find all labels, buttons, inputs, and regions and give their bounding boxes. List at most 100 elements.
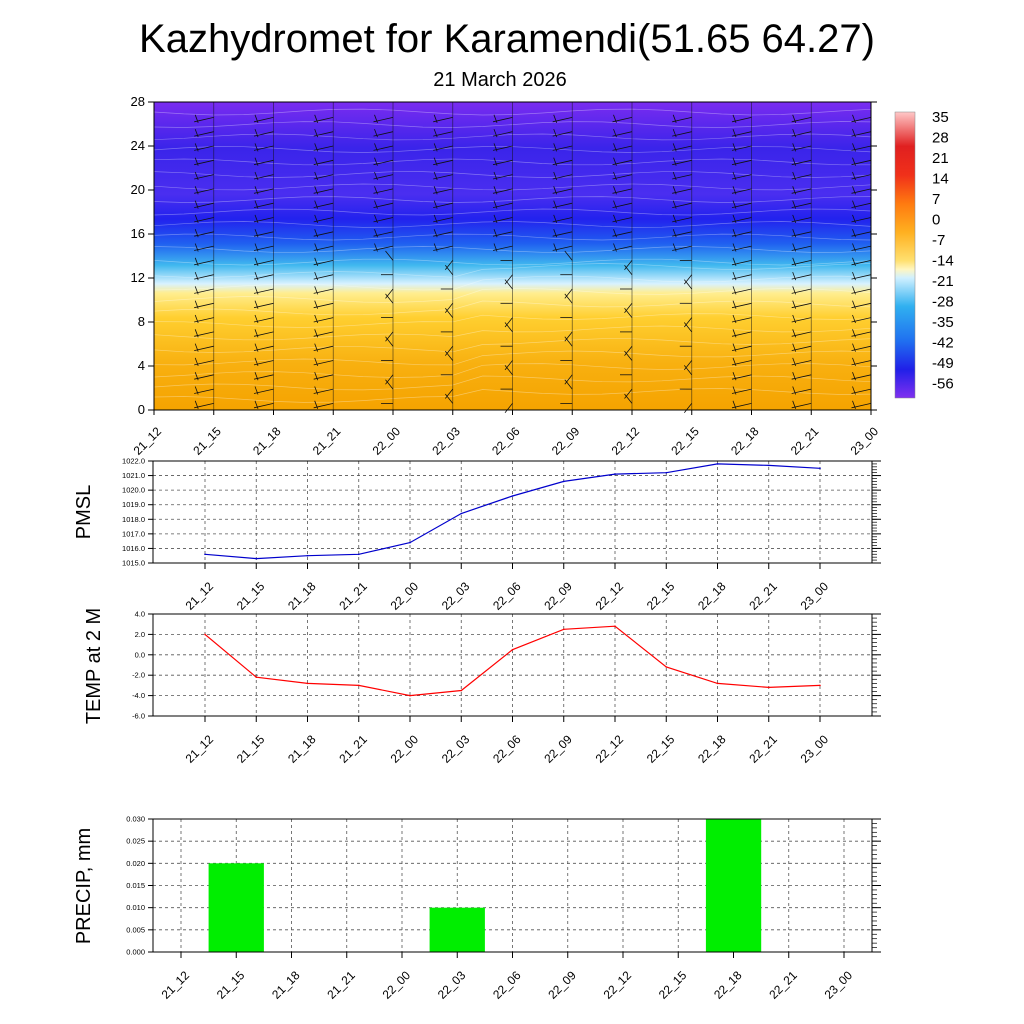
y-tick-label: 0.010 [126, 903, 145, 912]
wind-barb [504, 365, 513, 376]
wind-barb-flag [493, 243, 498, 252]
wind-barb-flag [254, 329, 259, 338]
x-tick-label: 21_12 [131, 424, 165, 458]
precip-ylabel: PRECIP, mm [73, 828, 95, 944]
x-tick-label: 23_00 [798, 732, 832, 766]
wind-barb [683, 365, 693, 376]
wind-barb [504, 317, 513, 328]
x-tick-label: 21_15 [190, 424, 224, 458]
wind-barb-flag [672, 243, 677, 252]
wind-barb-flag [433, 171, 438, 181]
colorbar-label: 35 [932, 109, 949, 126]
wind-barb-flag [493, 157, 498, 166]
wind-barb-flag [553, 171, 558, 181]
x-tick-label: 21_18 [285, 732, 319, 766]
precip-panel: PRECIP, mm 0.000 0.005 0.010 0.015 0.020 0.02… [73, 815, 881, 1002]
wind-barb-flag [792, 386, 797, 395]
wind-barb [624, 388, 633, 399]
wind-barb-flag [254, 243, 259, 252]
wind-barb-flag [493, 128, 498, 138]
wind-barb-flag [194, 400, 199, 409]
temp-point [358, 684, 360, 687]
temp-point [409, 694, 411, 697]
wind-barb [683, 279, 693, 290]
x-tick-label: 22_06 [490, 579, 524, 613]
wind-barb-flag [613, 114, 617, 123]
wind-barb-flag [194, 386, 199, 395]
wind-barb-flag [792, 171, 797, 181]
wind-barb-flag [254, 257, 259, 266]
wind-barb-flag [613, 214, 617, 224]
wind-barb [624, 265, 633, 275]
wind-barb [624, 307, 633, 318]
wind-barb-flag [732, 243, 737, 252]
wind-barb-flag [314, 357, 319, 367]
temp-ylabel: TEMP at 2 M [83, 608, 105, 724]
x-tick-label: 22_18 [695, 579, 729, 613]
wind-barb [564, 336, 573, 347]
x-tick-label: 22_06 [490, 732, 524, 766]
wind-barb-flag [194, 229, 199, 238]
x-tick-label: 22_06 [490, 968, 524, 1002]
x-tick-label: 22_03 [439, 579, 473, 613]
cross-section-y-ticks: 0 4 8 12 16 20 24 28 [131, 94, 877, 417]
wind-barb-flag [613, 143, 617, 152]
precip-bar-21_15 [208, 863, 264, 952]
wind-barb-flag [194, 143, 199, 152]
wind-barb [444, 265, 454, 275]
wind-barb-flag [553, 200, 558, 209]
wind-barb-flag [732, 329, 737, 338]
pmsl-point [358, 553, 360, 556]
wind-barb-flag [792, 114, 797, 123]
colorbar-label: -14 [932, 253, 954, 270]
wind-barb-flag [672, 229, 677, 238]
wind-barb-flag [732, 214, 737, 224]
wind-barb [504, 274, 513, 285]
y-tick-label: 1020.0 [122, 486, 145, 495]
wind-barb-flag [254, 186, 259, 195]
wind-barb-flag [194, 171, 199, 181]
wind-barb-flag [254, 386, 259, 395]
y-tick-label: 1018.0 [122, 515, 145, 524]
wind-barb-flag [732, 171, 737, 181]
wind-barb [504, 322, 513, 333]
temp-series-line [204, 625, 821, 697]
wind-barb [444, 350, 454, 361]
wind-barb-flag [194, 257, 199, 266]
x-tick-label: 22_09 [541, 732, 575, 766]
wind-barb-flag [314, 343, 319, 352]
wind-barb-flag [553, 114, 558, 123]
x-tick-label: 23_00 [848, 424, 882, 458]
wind-barb-flag [613, 186, 617, 195]
wind-barb-flag [672, 128, 677, 138]
y-tick-label: 16 [131, 226, 145, 241]
wind-barb-flag [314, 171, 319, 181]
x-tick-label: 22_18 [728, 424, 762, 458]
wind-barb-flag [314, 186, 319, 195]
y-tick-label: 12 [131, 270, 145, 285]
wind-barb [444, 260, 454, 271]
temp-panel: TEMP at 2 M -6.0 -4.0 -2.0 0.0 2.0 4.0 21_12 21… [83, 608, 881, 766]
wind-barb-flag [194, 186, 199, 195]
wind-barb-flag [493, 143, 498, 152]
wind-barb-flag [254, 229, 259, 238]
wind-barb-flag [792, 286, 797, 295]
temp-point [255, 676, 258, 678]
x-tick-label: 22_21 [766, 968, 800, 1002]
colorbar-scale [894, 111, 916, 399]
wind-barb-flag [314, 214, 319, 224]
y-tick-label: 0.025 [126, 837, 145, 846]
wind-barb-flag [732, 300, 737, 309]
wind-barb [564, 288, 573, 299]
wind-barb-flag [852, 229, 856, 238]
precip-bar-22_03 [429, 907, 485, 952]
wind-barb-flag [254, 314, 259, 324]
wind-barb-flag [314, 372, 319, 381]
wind-barb-flag [433, 186, 438, 195]
wind-barb-flag [852, 257, 856, 266]
y-tick-label: 2.0 [135, 630, 145, 639]
y-tick-label: 0.020 [126, 859, 145, 868]
wind-barb-flag [314, 386, 319, 395]
wind-barb-flag [314, 286, 319, 295]
